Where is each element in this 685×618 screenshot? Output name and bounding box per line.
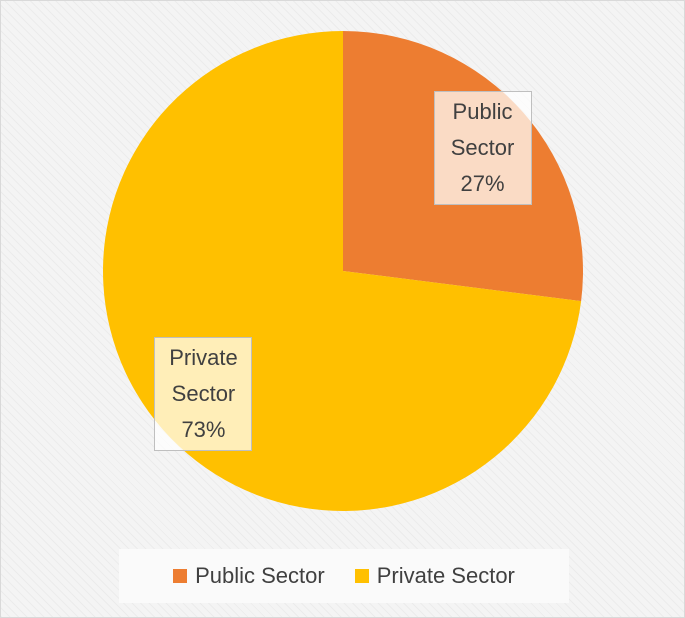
legend-swatch bbox=[173, 569, 188, 583]
data-label-category: Public Sector bbox=[450, 98, 515, 160]
data-label-value: 73% bbox=[181, 417, 226, 442]
legend-swatch bbox=[354, 569, 369, 583]
data-label: Public Sector 27% bbox=[433, 90, 532, 205]
data-label-category: Private Sector bbox=[169, 345, 238, 406]
legend-item: Public Sector bbox=[173, 563, 325, 589]
data-label: Private Sector 73% bbox=[154, 337, 253, 451]
legend-label: Public Sector bbox=[195, 563, 325, 588]
legend: Public Sector Private Sector bbox=[119, 549, 569, 603]
legend-label: Private Sector bbox=[376, 563, 515, 588]
data-label-value: 27% bbox=[460, 170, 505, 196]
legend-item: Private Sector bbox=[354, 563, 515, 589]
